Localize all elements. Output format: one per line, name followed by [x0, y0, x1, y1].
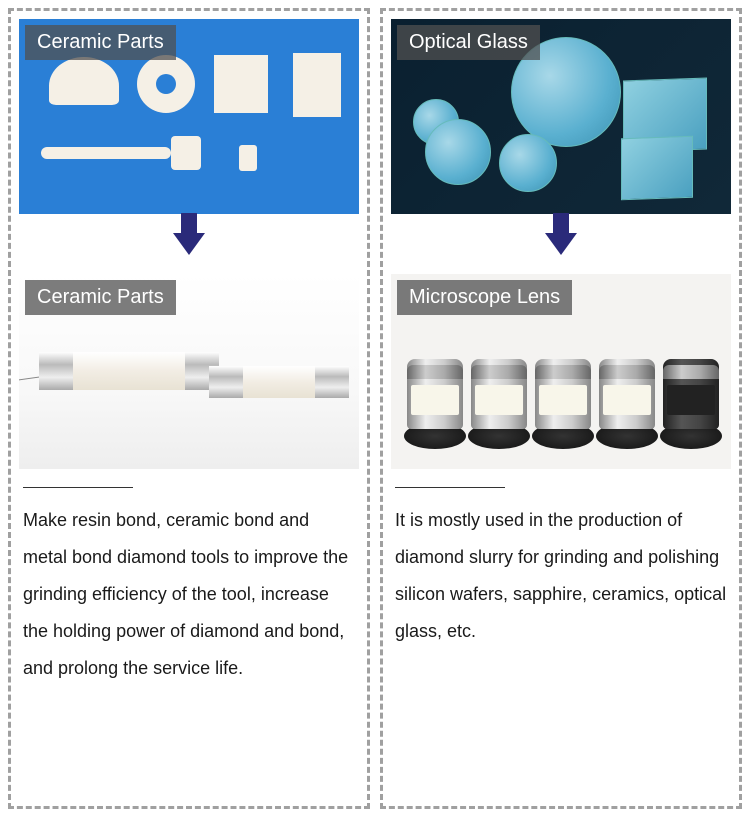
- arrow-left: [19, 214, 359, 274]
- right-column: Optical Glass Microscope Lens It is most…: [380, 8, 742, 809]
- down-arrow-icon: [173, 233, 205, 255]
- label-ceramic-top: Ceramic Parts: [25, 25, 176, 60]
- microscope-lens-image: Microscope Lens: [391, 274, 731, 469]
- arrow-right: [391, 214, 731, 274]
- ceramic-parts-bottom-image: Ceramic Parts: [19, 274, 359, 469]
- description-left: Make resin bond, ceramic bond and metal …: [19, 502, 359, 686]
- label-microscope: Microscope Lens: [397, 280, 572, 315]
- down-arrow-icon: [545, 233, 577, 255]
- divider-left: [23, 487, 133, 488]
- divider-right: [395, 487, 505, 488]
- optical-glass-image: Optical Glass: [391, 19, 731, 214]
- label-ceramic-bottom: Ceramic Parts: [25, 280, 176, 315]
- layout-container: Ceramic Parts Ceramic Parts Make resin b…: [0, 0, 750, 817]
- ceramic-parts-top-image: Ceramic Parts: [19, 19, 359, 214]
- description-right: It is mostly used in the production of d…: [391, 502, 731, 650]
- label-optical: Optical Glass: [397, 25, 540, 60]
- left-column: Ceramic Parts Ceramic Parts Make resin b…: [8, 8, 370, 809]
